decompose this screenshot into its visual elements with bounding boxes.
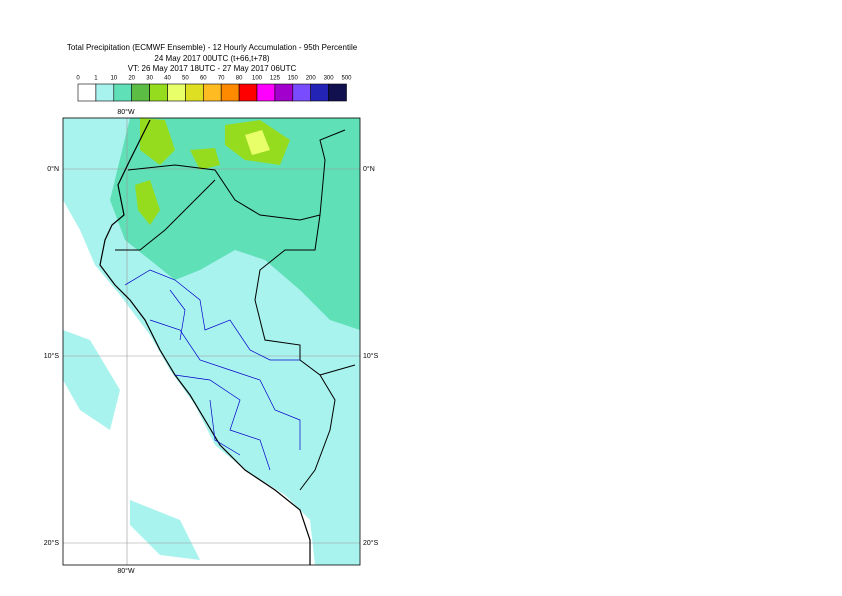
colorbar-swatch (167, 83, 186, 102)
map-frame (62, 117, 361, 566)
colorbar-label: 0 (76, 76, 80, 82)
colorbar-label: 500 (341, 76, 352, 82)
coastline (99, 119, 311, 565)
colorbar-swatch (77, 83, 97, 102)
colorbar: 0 1 10 20 30 40 50 60 70 80 100 125 150 200 300 500 (76, 76, 352, 102)
title-line: VT: 26 May 2017 18UTC - 27 May 2017 06UT… (128, 64, 297, 73)
colorbar-swatch (185, 83, 204, 102)
lat-label: 10°S (363, 352, 379, 360)
lat-label: 0°N (47, 165, 59, 173)
lat-label: 20°S (44, 539, 60, 547)
precip-heavy (140, 118, 175, 165)
colorbar-label: 125 (270, 76, 281, 82)
colorbar-swatch (238, 83, 258, 102)
colorbar-swatch (131, 83, 150, 102)
colorbar-label: 150 (288, 76, 299, 82)
precip-light (63, 330, 120, 430)
colorbar-label: 300 (324, 76, 335, 82)
colorbar-label: 60 (200, 76, 207, 82)
colorbar-label: 30 (146, 76, 153, 82)
colorbar-label: 10 (110, 76, 117, 82)
colorbar-swatch (328, 83, 347, 102)
colorbar-label: 100 (252, 76, 263, 82)
precip-light (130, 500, 200, 560)
precip-heavy (190, 148, 220, 170)
title-line: 24 May 2017 00UTC (t+66,t+78) (154, 54, 270, 63)
lon-label: 80°W (117, 108, 135, 116)
colorbar-label: 40 (164, 76, 171, 82)
title-line: Total Precipitation (ECMWF Ensemble) - 1… (67, 43, 358, 52)
graticule (63, 118, 360, 565)
colorbar-label: 70 (218, 76, 225, 82)
lat-label: 10°S (44, 352, 60, 360)
colorbar-swatch (220, 83, 240, 102)
colorbar-swatch (256, 83, 276, 102)
admin-border (124, 269, 301, 471)
colorbar-label: 50 (182, 76, 189, 82)
lat-label: 0°N (363, 165, 375, 173)
precip-moderate (110, 118, 360, 330)
colorbar-label: 1 (94, 76, 98, 82)
precip-heavy (135, 180, 160, 225)
colorbar-label: 80 (236, 76, 243, 82)
country-border (115, 129, 356, 491)
lon-label: 80°W (117, 567, 135, 575)
colorbar-swatch (149, 83, 168, 102)
colorbar-swatch (274, 83, 294, 102)
map-area (63, 118, 360, 565)
lat-label: 20°S (363, 539, 379, 547)
precip-very-heavy (245, 130, 270, 155)
colorbar-swatch (310, 83, 329, 102)
colorbar-swatch (203, 83, 222, 102)
colorbar-swatch (95, 83, 115, 102)
colorbar-swatch (292, 83, 311, 102)
colorbar-swatch (113, 83, 133, 102)
colorbar-label: 200 (306, 76, 317, 82)
colorbar-label: 20 (128, 76, 135, 82)
